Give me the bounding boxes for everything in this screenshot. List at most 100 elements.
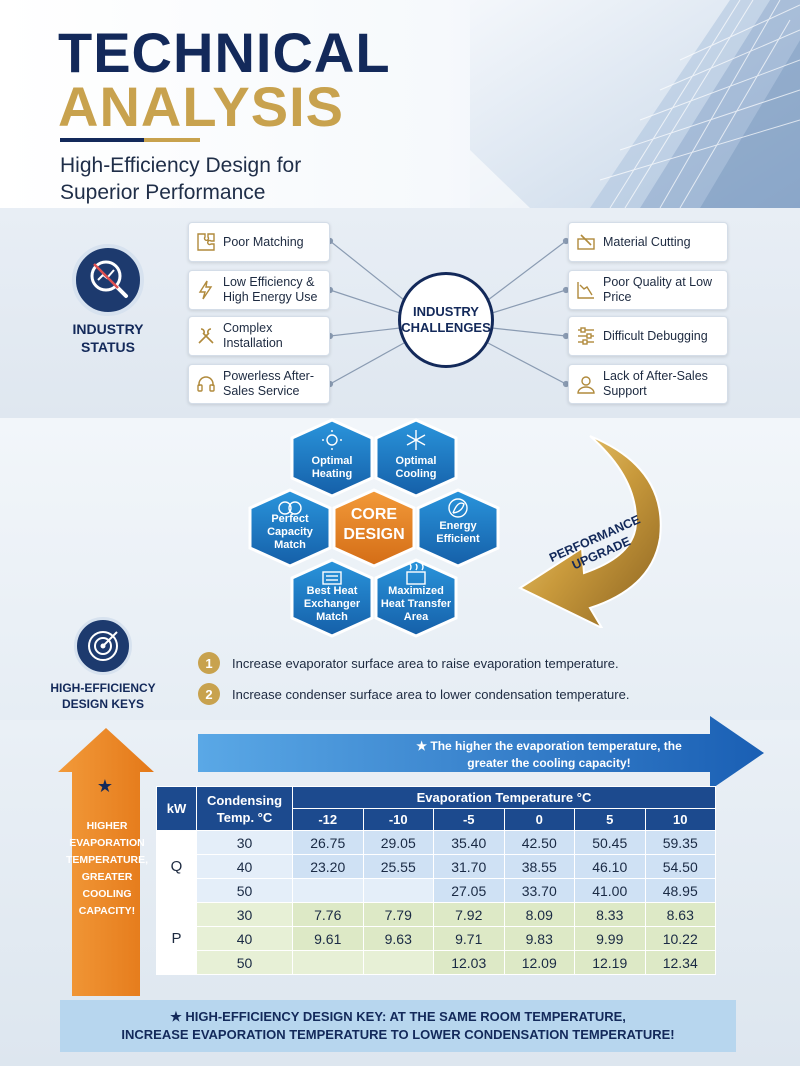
cutting-icon [569, 231, 603, 253]
key-text: Increase condenser surface area to lower… [232, 686, 630, 702]
heat-transfer-icon [406, 563, 426, 585]
table-cell: 12.34 [644, 950, 716, 975]
table-cell [292, 878, 364, 903]
title-line2: ANALYSIS [58, 75, 345, 138]
key-text: Increase evaporator surface area to rais… [232, 655, 619, 671]
table-row: 40 23.20 25.55 31.70 38.55 46.10 54.50 [157, 854, 716, 879]
card-label: Material Cutting [603, 234, 691, 249]
table-cell: 8.09 [503, 902, 575, 927]
table-cell: 9.63 [362, 926, 434, 951]
footer-line2: INCREASE EVAPORATION TEMPERATURE TO LOWE… [121, 1027, 675, 1042]
leaf-icon [448, 498, 468, 518]
challenge-card-complex-installation: Complex Installation [188, 316, 330, 356]
design-keys-label: HIGH-EFFICIENCY DESIGN KEYS [50, 681, 156, 711]
hex-optimal-heating [290, 418, 374, 498]
table-cell: 7.76 [292, 902, 364, 927]
table-cell: 31.70 [433, 854, 505, 879]
evap-col-header: 10 [644, 808, 716, 831]
table-cell: 12.03 [433, 950, 505, 975]
industry-status-badge [72, 244, 144, 316]
table-cell: 23.20 [292, 854, 364, 879]
cond-temp: 30 [196, 830, 293, 855]
hex-label-perfect-capacity: Perfect Capacity Match [267, 513, 313, 551]
table-cell: 41.00 [574, 878, 646, 903]
hex-perfect-capacity [248, 488, 332, 568]
lightning-icon [189, 279, 223, 301]
cond-temp: 40 [196, 854, 293, 879]
target-icon [88, 631, 118, 661]
design-key-1: 1 Increase evaporator surface area to ra… [198, 650, 619, 676]
footer-banner: ★ HIGH-EFFICIENCY DESIGN KEY: AT THE SAM… [60, 1000, 736, 1052]
card-label: Complex Installation [223, 321, 283, 350]
core-design-section: PERFORMANCE UPGRADE [0, 418, 800, 720]
header: TECHNICAL ANALYSIS High-Efficiency Desig… [0, 0, 800, 208]
key-number: 1 [198, 652, 220, 674]
table-cell: 27.05 [433, 878, 505, 903]
table-cell: 46.10 [574, 854, 646, 879]
table-cell: 25.55 [362, 854, 434, 879]
puzzle-icon [189, 231, 223, 253]
card-label: Low Efficiency & High Energy Use [223, 275, 318, 304]
table-cell: 9.99 [574, 926, 646, 951]
table-cell: 59.35 [644, 830, 716, 855]
headset-icon [189, 373, 223, 395]
subtitle: High-Efficiency Design for Superior Perf… [60, 154, 302, 204]
table-cell: 29.05 [362, 830, 434, 855]
table-cell: 50.45 [574, 830, 646, 855]
hex-optimal-cooling [374, 418, 458, 498]
hex-label-core-design: CORE DESIGN [343, 506, 405, 543]
cond-temp: 30 [196, 902, 293, 927]
magnifier-chart-icon [90, 260, 128, 298]
table-cell [362, 950, 434, 975]
horizontal-arrow-text: ★ The higher the evaporation temperature… [404, 738, 694, 772]
hex-energy-efficient [416, 488, 500, 568]
table-cell: 33.70 [503, 878, 575, 903]
table-cell: 8.63 [644, 902, 716, 927]
sliders-icon [569, 325, 603, 347]
building-image [470, 0, 800, 208]
challenge-card-low-efficiency: Low Efficiency & High Energy Use [188, 270, 330, 310]
footer-line1: ★ HIGH-EFFICIENCY DESIGN KEY: AT THE SAM… [170, 1009, 626, 1024]
evap-col-header: 0 [503, 808, 575, 831]
industry-status-section: INDUSTRY STATUS Poor Matching Low Effici… [0, 208, 800, 418]
table-header-row: kW Condensing Temp. °C Evaporation Tempe… [156, 786, 716, 831]
hex-label-optimal-cooling: Optimal Cooling [395, 455, 437, 480]
star-icon: ★ [416, 739, 428, 753]
table-row: P 30 7.76 7.79 7.92 8.09 8.33 8.63 [156, 902, 716, 975]
table-cell [292, 950, 364, 975]
unit-header: kW [156, 786, 197, 831]
table-row: Q 30 26.75 29.05 35.40 42.50 50.45 59.35 [156, 830, 716, 903]
table-cell: 7.92 [433, 902, 505, 927]
card-label: Difficult Debugging [603, 328, 708, 343]
exchanger-icon [322, 571, 342, 585]
cond-temp: 40 [196, 926, 293, 951]
table-cell: 42.50 [503, 830, 575, 855]
table-cell: 10.22 [644, 926, 716, 951]
q-label: Q [156, 830, 197, 903]
table-cell: 35.40 [433, 830, 505, 855]
table-cell: 9.61 [292, 926, 364, 951]
card-label: Poor Matching [223, 234, 304, 249]
sun-icon [322, 430, 342, 450]
design-keys-badge [74, 617, 132, 675]
hex-label-energy-efficient: Energy Efficient [436, 520, 480, 545]
vertical-arrow-text: HIGHER EVAPORATION TEMPERATURE, GREATER … [65, 820, 149, 917]
person-icon [569, 373, 603, 395]
industry-challenges-hub: INDUSTRY CHALLENGES [398, 272, 494, 368]
challenge-card-difficult-debugging: Difficult Debugging [568, 316, 728, 356]
challenge-card-poor-quality: Poor Quality at Low Price [568, 270, 728, 310]
title-divider [60, 138, 200, 142]
rings-icon [278, 501, 302, 515]
challenge-card-powerless-after-sales: Powerless After-Sales Service [188, 364, 330, 404]
tools-icon [189, 325, 223, 347]
condensing-header: Condensing Temp. °C [196, 786, 293, 831]
card-label: Poor Quality at Low Price [603, 275, 713, 304]
key-number: 2 [198, 683, 220, 705]
table-cell: 9.83 [503, 926, 575, 951]
table-cell [362, 878, 434, 903]
evap-col-header: -5 [433, 808, 505, 831]
evaporation-header: Evaporation Temperature °C [292, 786, 716, 809]
card-label: Lack of After-Sales Support [603, 369, 708, 398]
star-icon: ★ [96, 776, 114, 796]
challenge-card-lack-after-sales: Lack of After-Sales Support [568, 364, 728, 404]
